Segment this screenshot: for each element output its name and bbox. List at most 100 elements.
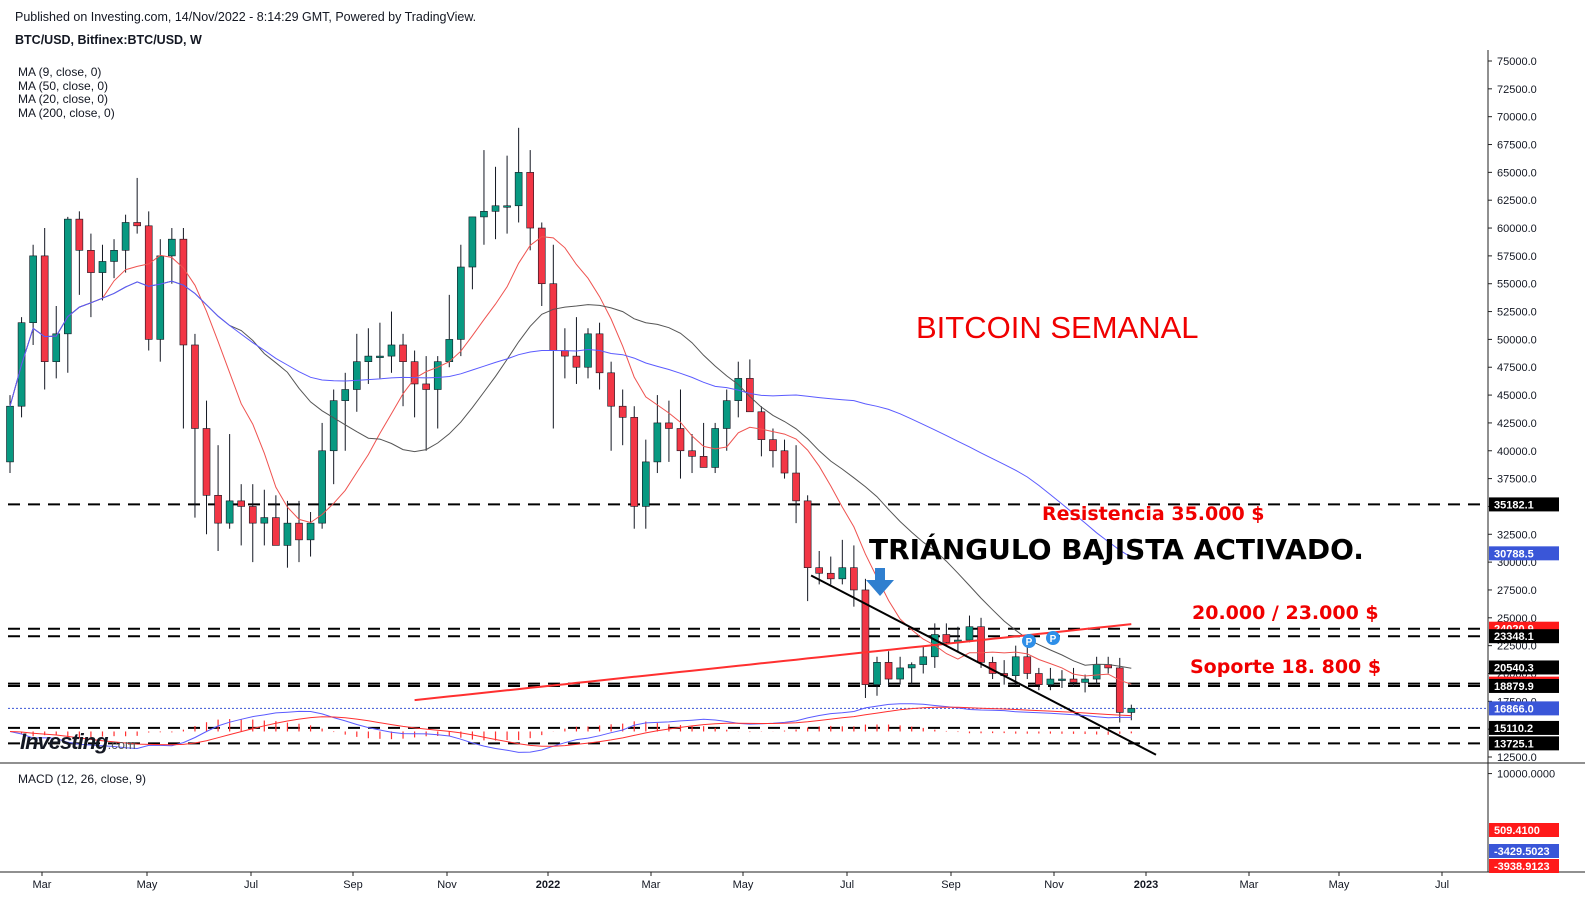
candle-body	[214, 495, 222, 524]
candle-body	[1011, 656, 1020, 677]
candle-body	[191, 344, 199, 429]
y-tick-label: 32500.0	[1497, 529, 1537, 541]
published-caption: Published on Investing.com, 14/Nov/2022 …	[15, 10, 477, 24]
candle-body	[537, 227, 546, 285]
price-label-bg	[1489, 629, 1559, 644]
y-tick-label: 57500.0	[1497, 251, 1537, 263]
chart-annotation-title: BITCOIN SEMANAL	[916, 310, 1199, 345]
candle-body	[1115, 667, 1124, 713]
candle-body	[896, 667, 904, 680]
candle-body	[803, 500, 812, 568]
x-tick-label: Mar	[33, 879, 52, 891]
candle-body	[919, 656, 928, 665]
price-label-bg	[1489, 701, 1559, 716]
candle-body	[1081, 678, 1089, 683]
y-tick-label: 50000.0	[1497, 334, 1537, 346]
candle-body	[318, 450, 326, 524]
candle-body	[480, 211, 488, 218]
y-tick-label: 40000.0	[1497, 446, 1537, 458]
candle-body	[607, 372, 615, 407]
candle-body	[352, 361, 361, 390]
y-tick-label: 72500.0	[1497, 84, 1537, 96]
candle-body	[549, 283, 558, 351]
candle-body	[329, 400, 338, 452]
candle-body	[1046, 678, 1055, 685]
triangle-annotation: TRIÁNGULO BAJISTA ACTIVADO.	[869, 533, 1364, 566]
x-tick-label: Sep	[343, 879, 363, 891]
macd-label-bg	[1489, 823, 1559, 837]
candle-body	[40, 255, 49, 362]
down-arrow-icon	[866, 568, 894, 596]
x-tick-label: Jul	[244, 879, 258, 891]
pivot-marker-icon	[1046, 631, 1060, 645]
candle-body	[144, 225, 153, 340]
x-tick-label: May	[1329, 879, 1350, 891]
macd-legend[interactable]: MACD (12, 26, close, 9)	[18, 772, 147, 786]
candle-body	[526, 172, 535, 229]
price-label-bg	[1489, 720, 1559, 735]
candle-body	[248, 506, 257, 524]
ma-legend-item[interactable]: MA (200, close, 0)	[18, 105, 115, 120]
candle-body	[491, 205, 500, 212]
macd-label-text: -3429.5023	[1494, 846, 1550, 858]
candle-body	[722, 400, 731, 429]
ma200-line	[414, 623, 1132, 702]
candle-body	[907, 664, 916, 669]
pivot-marker-label: P	[1050, 634, 1057, 645]
resistance-annotation: Resistencia 35.000 $	[1042, 503, 1265, 525]
candle-body	[572, 355, 581, 368]
candle-body	[699, 456, 708, 468]
macd-label-bg	[1489, 844, 1559, 858]
ma-legend-item[interactable]: MA (20, close, 0)	[18, 92, 109, 106]
x-tick-label: Mar	[1240, 879, 1259, 891]
candle-body	[676, 428, 685, 452]
price-label-text: 18879.9	[1494, 681, 1534, 693]
y-tick-label: 27500.0	[1497, 585, 1537, 597]
y-tick-label: 67500.0	[1497, 140, 1537, 152]
candle-body	[6, 405, 14, 463]
candle-body	[584, 333, 592, 368]
candle-body	[1035, 673, 1043, 685]
candle-body	[410, 361, 419, 385]
x-tick-label: Jul	[840, 879, 854, 891]
y-tick-label: 70000.0	[1497, 112, 1537, 124]
candle-body	[225, 500, 234, 524]
price-label-bg	[1489, 497, 1559, 512]
candle-body	[838, 567, 847, 580]
candle-body	[873, 662, 881, 685]
candle-body	[641, 461, 650, 507]
candle-body	[884, 662, 893, 680]
macd-line	[9, 703, 1132, 753]
price-label-bg	[1489, 660, 1559, 675]
candle-body	[433, 361, 442, 390]
candle-body	[399, 344, 407, 362]
price-label-text: 35182.1	[1494, 499, 1534, 511]
ma-legend-item[interactable]: MA (9, close, 0)	[18, 65, 102, 79]
y-tick-label: 45000.0	[1497, 390, 1537, 402]
candle-body	[272, 517, 280, 546]
candle-body	[179, 238, 188, 346]
investing-logo: Investing.com	[20, 729, 136, 755]
candle-body	[665, 422, 673, 429]
y-tick-label: 22500.0	[1497, 641, 1537, 653]
logo-text: Investing	[20, 729, 109, 754]
ma-legend-item[interactable]: MA (50, close, 0)	[18, 78, 109, 93]
price-label-text: 16866.0	[1494, 703, 1534, 715]
macd-group	[9, 703, 1132, 753]
candle-body	[861, 589, 870, 685]
x-tick-label: Jul	[1435, 879, 1449, 891]
candle-body	[341, 389, 350, 401]
candle-body	[1058, 678, 1066, 681]
candle-body	[387, 344, 396, 357]
candle-body	[769, 439, 777, 452]
candle-body	[75, 218, 84, 251]
candle-body	[295, 522, 303, 541]
pivot-marker-label: P	[1026, 637, 1033, 648]
x-tick-label: Nov	[437, 879, 457, 891]
candle-body	[156, 255, 165, 340]
x-tick-label: May	[733, 879, 754, 891]
candle-body	[503, 205, 511, 208]
candle-body	[133, 222, 141, 227]
candle-body	[87, 250, 95, 273]
candle-body	[746, 378, 754, 413]
